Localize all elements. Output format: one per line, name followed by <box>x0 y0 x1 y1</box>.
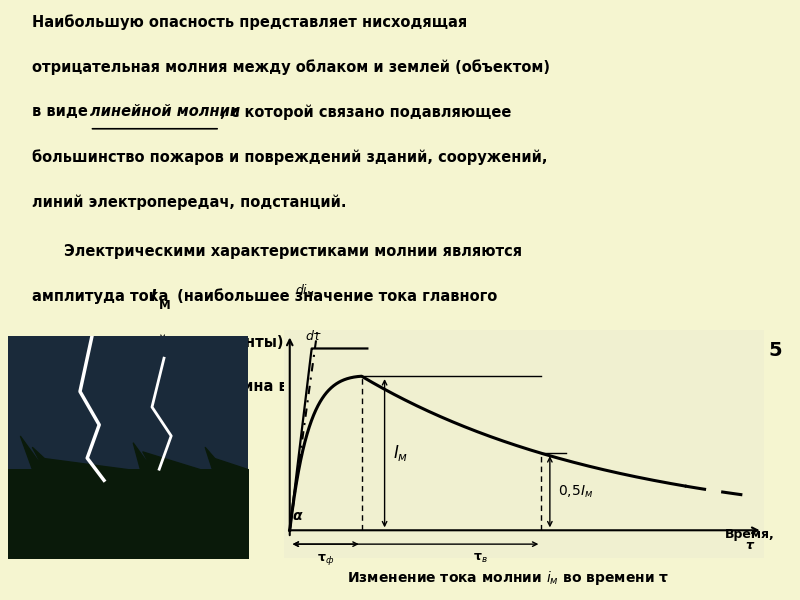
Text: Изменение тока молнии $i_м$ во времени τ: Изменение тока молнии $i_м$ во времени τ <box>347 569 669 587</box>
Text: большинство пожаров и повреждений зданий, сооружений,: большинство пожаров и повреждений зданий… <box>32 149 547 166</box>
Text: 5: 5 <box>768 341 782 360</box>
Text: амплитуда тока: амплитуда тока <box>32 289 174 304</box>
Text: τ$_ф$: τ$_ф$ <box>317 552 334 567</box>
Text: τ: τ <box>746 539 754 552</box>
Text: α,: α, <box>372 334 387 349</box>
Text: Электрическими характеристиками молнии являются: Электрическими характеристиками молнии я… <box>64 244 522 259</box>
Text: τ: τ <box>358 379 368 394</box>
Text: τ: τ <box>178 379 188 394</box>
Text: I: I <box>150 289 156 304</box>
Text: $0{,}5I_м$: $0{,}5I_м$ <box>558 484 594 500</box>
Text: фронта волны тока: фронта волны тока <box>32 379 202 395</box>
Text: Время,: Время, <box>725 529 774 541</box>
Text: $di_м$: $di_м$ <box>295 283 315 299</box>
Text: Наибольшую опасность представляет нисходящая: Наибольшую опасность представляет нисход… <box>32 14 467 29</box>
Text: М: М <box>158 299 170 311</box>
Text: и длина волны тока: и длина волны тока <box>200 379 380 394</box>
Text: ф: ф <box>188 388 200 401</box>
Text: , с которой связано подавляющее: , с которой связано подавляющее <box>220 104 511 120</box>
Text: в виде: в виде <box>32 104 93 119</box>
Text: α: α <box>292 509 302 523</box>
Text: разряда первой компоненты), крутизна тока: разряда первой компоненты), крутизна ток… <box>32 334 420 350</box>
Text: τ$_в$: τ$_в$ <box>473 552 487 565</box>
Text: (наибольшее значение тока главного: (наибольшее значение тока главного <box>172 289 498 304</box>
Text: длина: длина <box>394 334 451 349</box>
Text: отрицательная молния между облаком и землей (объектом): отрицательная молния между облаком и зем… <box>32 59 550 75</box>
Text: в: в <box>368 388 375 401</box>
Text: линейной молнии: линейной молнии <box>90 104 240 119</box>
Text: линий электропередач, подстанций.: линий электропередач, подстанций. <box>32 195 346 211</box>
Text: $I_м$: $I_м$ <box>394 443 409 463</box>
Text: .: . <box>382 379 388 394</box>
Text: $d\tau$: $d\tau$ <box>306 329 323 343</box>
Text: Ток молнии $i_м$: Ток молнии $i_м$ <box>228 371 244 471</box>
